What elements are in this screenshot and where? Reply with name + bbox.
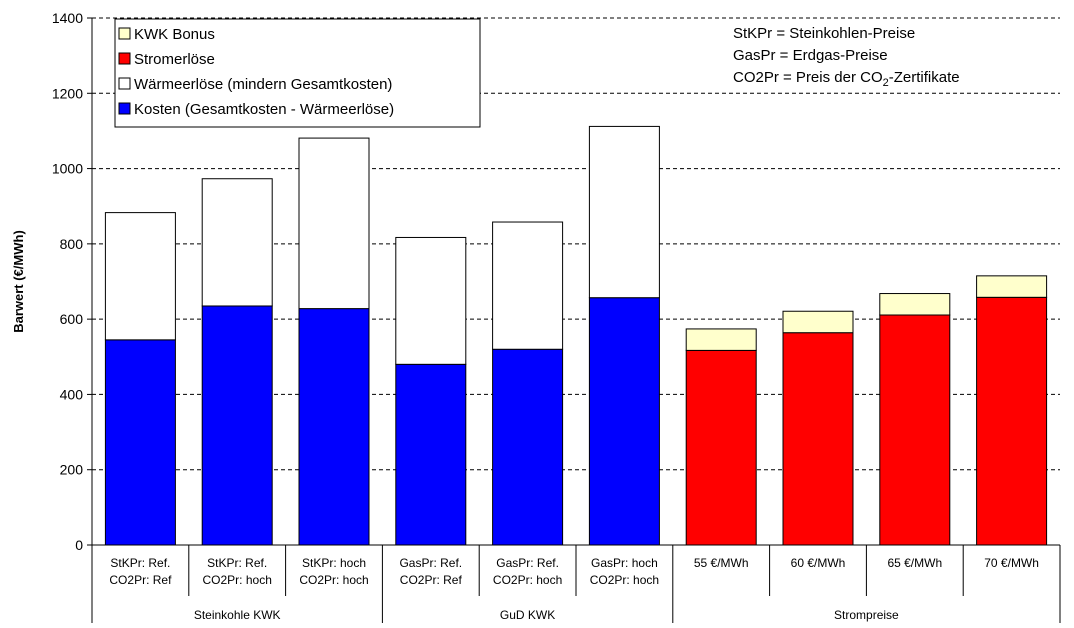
category-label: CO2Pr: Ref bbox=[400, 573, 463, 587]
y-tick-label: 1400 bbox=[52, 10, 83, 26]
bar-segment bbox=[685, 328, 757, 351]
legend-swatch bbox=[118, 77, 131, 90]
group-label: Strompreise bbox=[834, 608, 899, 622]
legend-label: KWK Bonus bbox=[134, 26, 215, 43]
bar-segment bbox=[201, 305, 273, 546]
category-label: CO2Pr: Ref bbox=[109, 573, 172, 587]
y-tick-label: 1200 bbox=[52, 85, 83, 101]
category-label: CO2Pr: hoch bbox=[299, 573, 368, 587]
y-tick-label: 200 bbox=[60, 462, 84, 478]
category-label: CO2Pr: hoch bbox=[590, 573, 659, 587]
bar-segment bbox=[976, 275, 1048, 298]
y-tick-label: 800 bbox=[60, 236, 84, 252]
category-label: StKPr: Ref. bbox=[110, 556, 170, 570]
bar-segment bbox=[298, 137, 370, 310]
group-label: GuD KWK bbox=[500, 608, 555, 622]
bar-segment bbox=[588, 297, 660, 546]
note-suffix: -Zertifikate bbox=[889, 69, 960, 86]
legend-label: Stromerlöse bbox=[134, 51, 215, 68]
legend-label: Kosten (Gesamtkosten - Wärmeerlöse) bbox=[134, 101, 394, 118]
note-text-main: CO2Pr = Preis der CO bbox=[733, 69, 883, 86]
category-label: StKPr: Ref. bbox=[207, 556, 267, 570]
note-line: StKPr = Steinkohlen-Preise bbox=[733, 25, 915, 42]
note-text-main: StKPr = Steinkohlen-Preise bbox=[733, 25, 915, 42]
note-line: CO2Pr = Preis der CO2-Zertifikate bbox=[733, 69, 960, 89]
notes: StKPr = Steinkohlen-Preise GasPr = Erdgas… bbox=[733, 25, 960, 89]
category-label: GasPr: Ref. bbox=[399, 556, 462, 570]
y-tick-label: 1000 bbox=[52, 161, 83, 177]
bar-segment bbox=[395, 236, 467, 365]
bar-segment bbox=[104, 212, 176, 341]
y-tick-label: 400 bbox=[60, 386, 84, 402]
category-label: StKPr: hoch bbox=[302, 556, 366, 570]
note-line: GasPr = Erdgas-Preise bbox=[733, 47, 888, 64]
bar-segment bbox=[201, 178, 273, 307]
bar-segment bbox=[492, 348, 564, 546]
category-label: 55 €/MWh bbox=[694, 556, 749, 570]
bar-segment bbox=[782, 332, 854, 546]
bar-segment bbox=[879, 314, 951, 546]
bar-segment bbox=[782, 310, 854, 334]
category-label: GasPr: Ref. bbox=[496, 556, 559, 570]
bar-segment bbox=[298, 308, 370, 546]
category-label: 60 €/MWh bbox=[791, 556, 846, 570]
bar-layer bbox=[104, 125, 1048, 546]
legend: KWK Bonus Stromerlöse Wärmeerlöse (mindern… bbox=[114, 18, 481, 128]
group-label: Steinkohle KWK bbox=[194, 608, 281, 622]
legend-box bbox=[114, 18, 481, 128]
category-label: 65 €/MWh bbox=[887, 556, 942, 570]
bar-segment bbox=[492, 221, 564, 350]
legend-label: Wärmeerlöse (mindern Gesamtkosten) bbox=[134, 76, 392, 93]
axis-layer: 0 200 400 600 800 1000 1200 1400 StKPr: Ref. CO2P… bbox=[11, 10, 1061, 623]
y-tick-label: 600 bbox=[60, 311, 84, 327]
bar-segment bbox=[588, 125, 660, 299]
bar-segment bbox=[395, 363, 467, 546]
legend-swatch bbox=[118, 52, 131, 65]
category-label: CO2Pr: hoch bbox=[203, 573, 272, 587]
legend-swatch bbox=[118, 102, 131, 115]
legend-swatch bbox=[118, 27, 131, 40]
category-label: 70 €/MWh bbox=[984, 556, 1039, 570]
y-axis-label: Barwert (€/MWh) bbox=[11, 230, 26, 333]
bar-segment bbox=[976, 296, 1048, 546]
note-subscript: 2 bbox=[883, 77, 889, 89]
category-label: GasPr: hoch bbox=[591, 556, 658, 570]
bar-segment bbox=[685, 349, 757, 546]
category-label: CO2Pr: hoch bbox=[493, 573, 562, 587]
bar-segment bbox=[879, 293, 951, 316]
bar-segment bbox=[104, 339, 176, 546]
note-text-main: GasPr = Erdgas-Preise bbox=[733, 47, 888, 64]
y-tick-label: 0 bbox=[75, 537, 83, 553]
